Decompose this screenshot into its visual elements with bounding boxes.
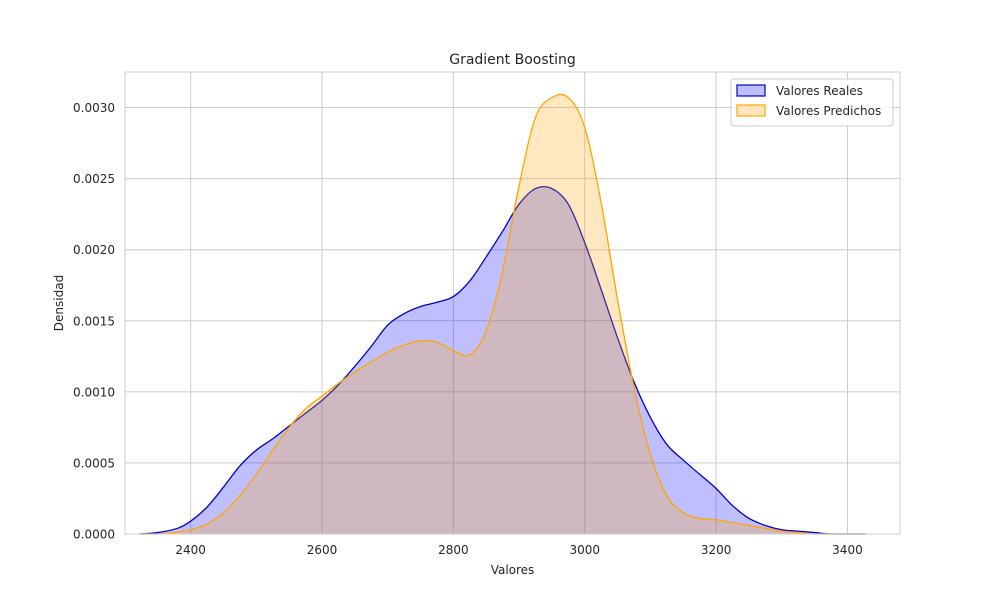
y-tick-label: 0.0010: [73, 385, 115, 399]
legend-label-valores-reales: Valores Reales: [776, 84, 863, 98]
x-tick-label: 2800: [438, 543, 469, 557]
density-line-valores-predichos: [139, 93, 866, 535]
density-areas: [139, 93, 866, 535]
y-tick-label: 0.0020: [73, 243, 115, 257]
x-tick-label: 3400: [832, 543, 863, 557]
y-tick-label: 0.0030: [73, 101, 115, 115]
x-tick-label: 2400: [175, 543, 206, 557]
legend-frame: [730, 78, 894, 127]
y-tick-label: 0.0005: [73, 456, 115, 470]
legend-swatch-valores-predichos: [736, 104, 766, 117]
chart-title: Gradient Boosting: [449, 52, 576, 68]
legend: Valores Reales Valores Predichos: [730, 78, 894, 127]
x-axis-label: Valores: [491, 563, 535, 577]
legend-label-valores-predichos: Valores Predichos: [776, 104, 881, 118]
plot-frame: [124, 71, 901, 535]
density-line-valores-reales: [139, 185, 866, 535]
x-tick-label: 3200: [701, 543, 732, 557]
y-tick-label: 0.0000: [73, 528, 115, 542]
y-tick-label: 0.0015: [73, 314, 115, 328]
x-tick-label: 3000: [569, 543, 600, 557]
density-fill-valores-predichos: [139, 94, 866, 535]
y-tick-label: 0.0025: [73, 172, 115, 186]
legend-swatch-valores-reales: [736, 84, 766, 97]
tick-labels: 2400 2600 2800 3000 3200 3400 0.0000 0.0005 0.00…: [73, 101, 863, 557]
y-axis-label: Densidad: [52, 275, 66, 331]
density-fill-valores-reales: [139, 186, 866, 535]
x-tick-label: 2600: [307, 543, 338, 557]
